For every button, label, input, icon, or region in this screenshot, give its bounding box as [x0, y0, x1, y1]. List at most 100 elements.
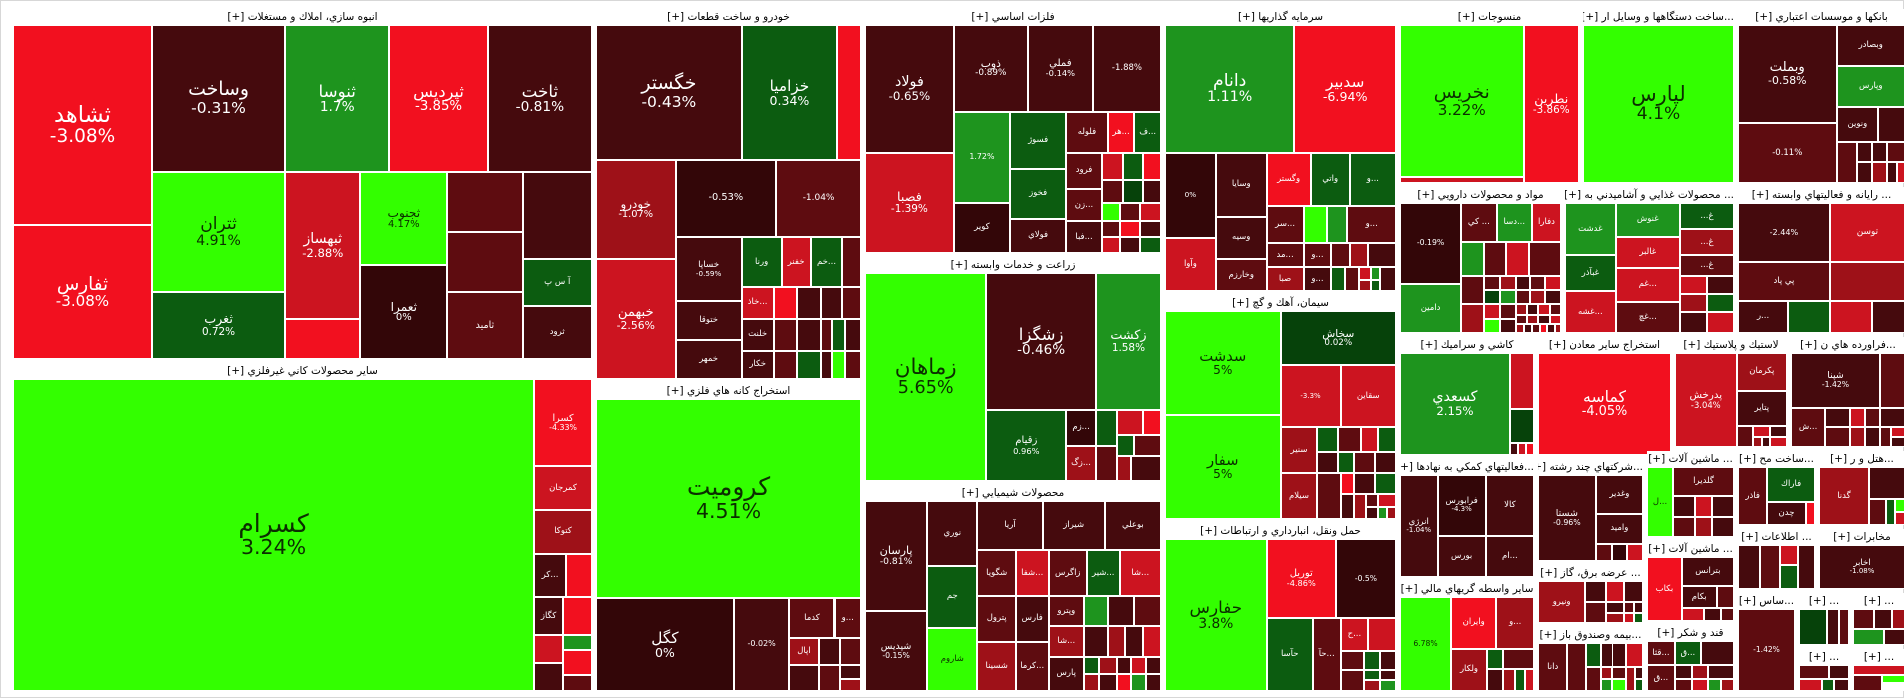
- stock-tile[interactable]: [1856, 162, 1872, 183]
- stock-tile[interactable]: [1805, 501, 1815, 525]
- stock-tile[interactable]: كالا: [1485, 475, 1534, 537]
- stock-tile[interactable]: [1363, 680, 1380, 691]
- sector-title-banks[interactable]: بانكها و موسسات اعتباري [+]: [1738, 9, 1904, 25]
- stock-tile[interactable]: شپديس -0.15%: [865, 611, 928, 691]
- stock-tile[interactable]: [1084, 656, 1099, 674]
- stock-tile[interactable]: [1770, 426, 1787, 437]
- stock-tile[interactable]: ونوين: [1836, 107, 1879, 142]
- stock-tile[interactable]: [1527, 314, 1539, 324]
- stock-tile[interactable]: [1892, 609, 1904, 629]
- stock-tile[interactable]: [1515, 275, 1531, 291]
- stock-tile[interactable]: [1107, 626, 1126, 657]
- stock-tile[interactable]: [1131, 656, 1147, 674]
- stock-tile[interactable]: واتي: [1310, 152, 1350, 206]
- sector-title-auto[interactable]: خودرو و ساخت قطعات [+]: [596, 9, 861, 25]
- stock-tile[interactable]: [818, 638, 840, 665]
- stock-tile[interactable]: فرود: [1066, 152, 1102, 190]
- stock-tile[interactable]: ختوقا: [675, 301, 742, 341]
- stock-tile[interactable]: [1606, 612, 1625, 623]
- stock-tile[interactable]: ...شا: [1119, 550, 1161, 596]
- stock-tile[interactable]: وسايا: [1215, 152, 1267, 217]
- stock-tile[interactable]: [1116, 410, 1144, 436]
- stock-tile[interactable]: [1611, 679, 1627, 691]
- stock-tile[interactable]: [447, 232, 523, 293]
- stock-tile[interactable]: [1853, 628, 1885, 645]
- stock-tile[interactable]: [1377, 506, 1387, 519]
- stock-tile[interactable]: [447, 171, 523, 233]
- stock-tile[interactable]: [1338, 452, 1355, 474]
- stock-tile[interactable]: دانام 1.11%: [1165, 25, 1295, 153]
- stock-tile[interactable]: [1084, 596, 1108, 627]
- stock-tile[interactable]: وآوا: [1165, 237, 1216, 291]
- stock-tile[interactable]: [1524, 669, 1534, 691]
- stock-tile[interactable]: [1762, 436, 1771, 447]
- stock-tile[interactable]: پارس: [1048, 656, 1085, 691]
- stock-tile[interactable]: [1738, 545, 1760, 589]
- stock-tile[interactable]: [1798, 545, 1815, 589]
- stock-tile[interactable]: [1499, 318, 1516, 333]
- stock-tile[interactable]: 1.72%: [953, 111, 1011, 203]
- stock-tile[interactable]: [831, 350, 846, 379]
- stock-tile[interactable]: ...كر: [534, 553, 566, 598]
- sector-title-real-estate[interactable]: انبوه سازي، املاك و مستغلات [+]: [13, 9, 592, 25]
- stock-tile[interactable]: [1499, 290, 1516, 305]
- stock-tile[interactable]: [285, 318, 361, 359]
- stock-tile[interactable]: ...كرما: [1015, 641, 1049, 691]
- stock-tile[interactable]: [1134, 596, 1161, 627]
- stock-tile[interactable]: [1517, 442, 1526, 455]
- stock-tile[interactable]: [1303, 205, 1327, 244]
- stock-tile[interactable]: [1116, 656, 1132, 674]
- stock-tile[interactable]: [821, 318, 832, 351]
- stock-tile[interactable]: -2.44%: [1738, 203, 1830, 262]
- stock-tile[interactable]: [1549, 304, 1561, 315]
- stock-tile[interactable]: ثغرب 0.72%: [151, 292, 286, 359]
- stock-tile[interactable]: ثشاهد -3.08%: [13, 25, 152, 226]
- sector-title-investments[interactable]: سرمايه گذاريها [+]: [1165, 9, 1396, 25]
- stock-tile[interactable]: فاراك: [1767, 467, 1815, 502]
- stock-tile[interactable]: گدنا: [1819, 467, 1869, 525]
- stock-tile[interactable]: فاذر: [1738, 467, 1768, 525]
- stock-tile[interactable]: ثجنوب 4.17%: [360, 171, 448, 266]
- stock-tile[interactable]: [1326, 205, 1348, 244]
- stock-tile[interactable]: [1461, 242, 1484, 276]
- stock-tile[interactable]: پكرمان: [1736, 353, 1787, 391]
- stock-tile[interactable]: [1461, 304, 1484, 333]
- stock-tile[interactable]: [1379, 680, 1396, 691]
- stock-tile[interactable]: [1606, 602, 1625, 613]
- stock-tile[interactable]: [1509, 409, 1534, 443]
- stock-tile[interactable]: [1779, 564, 1799, 589]
- stock-tile[interactable]: [1586, 643, 1601, 667]
- stock-tile[interactable]: [1098, 673, 1117, 691]
- stock-tile[interactable]: 0%: [1165, 152, 1216, 238]
- stock-tile[interactable]: [1101, 152, 1123, 181]
- stock-tile[interactable]: غبآذر: [1565, 255, 1616, 292]
- stock-tile[interactable]: [1829, 300, 1872, 333]
- stock-tile[interactable]: [534, 662, 564, 691]
- stock-tile[interactable]: [1345, 267, 1360, 291]
- stock-tile[interactable]: [1509, 353, 1534, 410]
- stock-tile[interactable]: [1788, 300, 1830, 333]
- stock-tile[interactable]: [1143, 152, 1161, 181]
- sector-title-rubber[interactable]: لاستيك و پلاستيك [+]: [1675, 337, 1787, 353]
- stock-tile[interactable]: -0.11%: [1738, 122, 1837, 183]
- stock-tile[interactable]: [1681, 608, 1704, 621]
- stock-tile[interactable]: [1871, 162, 1887, 183]
- stock-tile[interactable]: شيراز: [1042, 501, 1105, 551]
- stock-tile[interactable]: [1523, 323, 1533, 333]
- stock-tile[interactable]: [1736, 426, 1754, 447]
- stock-tile[interactable]: گلديرا: [1673, 467, 1734, 497]
- stock-tile[interactable]: [1359, 280, 1371, 291]
- stock-tile[interactable]: [1370, 267, 1380, 281]
- stock-tile[interactable]: جم: [927, 565, 978, 629]
- stock-tile[interactable]: كسرام 3.24%: [13, 379, 535, 691]
- stock-tile[interactable]: زماهان 5.65%: [865, 273, 987, 481]
- stock-tile[interactable]: [1853, 665, 1904, 676]
- stock-tile[interactable]: [1340, 494, 1355, 519]
- stock-tile[interactable]: [1821, 679, 1834, 691]
- stock-tile[interactable]: [1829, 665, 1849, 680]
- stock-tile[interactable]: كتوكا: [534, 510, 592, 554]
- stock-tile[interactable]: [1131, 673, 1147, 691]
- stock-tile[interactable]: [821, 286, 843, 319]
- stock-tile[interactable]: [1894, 511, 1904, 525]
- stock-tile[interactable]: [1317, 427, 1339, 453]
